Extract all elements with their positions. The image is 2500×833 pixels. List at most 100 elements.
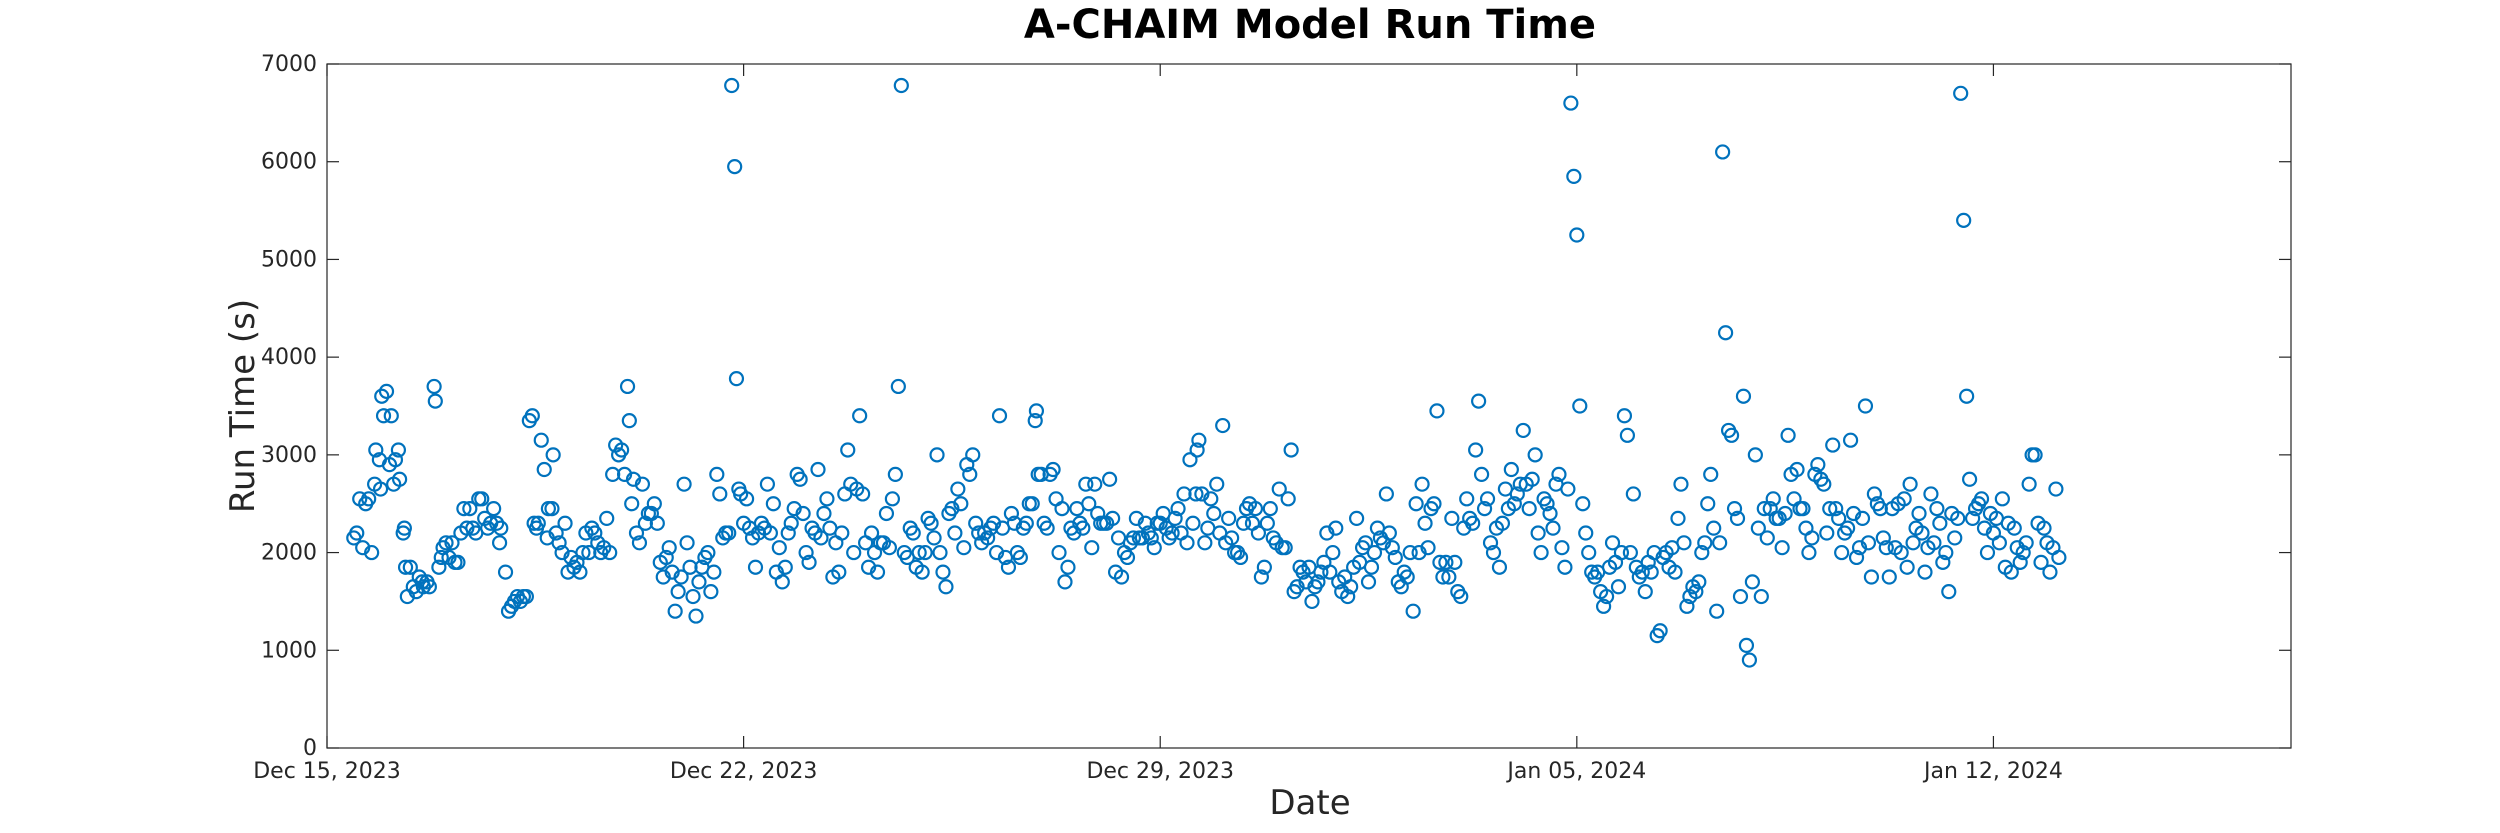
data-point bbox=[980, 530, 996, 546]
data-point bbox=[1929, 501, 1945, 517]
data-point bbox=[1054, 501, 1070, 517]
data-point bbox=[679, 535, 695, 551]
data-point bbox=[1896, 491, 1912, 507]
data-point bbox=[433, 549, 449, 566]
data-point bbox=[1902, 476, 1918, 492]
data-point bbox=[1453, 588, 1469, 605]
data-point bbox=[765, 496, 781, 512]
data-point bbox=[1051, 544, 1067, 561]
data-point bbox=[1557, 559, 1573, 575]
data-point bbox=[533, 432, 549, 448]
data-point bbox=[738, 491, 755, 507]
data-point bbox=[1343, 579, 1359, 595]
data-point bbox=[1947, 530, 1963, 546]
data-point bbox=[676, 476, 692, 492]
data-point bbox=[551, 535, 567, 551]
data-point bbox=[1619, 427, 1636, 443]
data-point bbox=[1973, 491, 1990, 507]
chart-title: A-CHAIM Model Run Time bbox=[1024, 2, 1596, 48]
data-point bbox=[646, 496, 662, 512]
data-point bbox=[917, 544, 933, 561]
data-point bbox=[1473, 466, 1490, 482]
data-point bbox=[545, 447, 561, 463]
data-point bbox=[524, 408, 540, 424]
data-point bbox=[1935, 554, 1951, 570]
data-point bbox=[1860, 535, 1877, 551]
data-point bbox=[1959, 388, 1975, 404]
data-point bbox=[1426, 496, 1442, 512]
data-point bbox=[1232, 549, 1249, 566]
data-point bbox=[1459, 491, 1475, 507]
data-point bbox=[968, 515, 984, 531]
data-point bbox=[372, 481, 389, 497]
data-point bbox=[383, 408, 399, 424]
data-point bbox=[462, 501, 478, 517]
data-point bbox=[991, 408, 1008, 424]
data-point bbox=[1471, 393, 1487, 409]
data-point bbox=[911, 544, 927, 561]
data-point bbox=[1738, 637, 1755, 654]
data-point bbox=[1143, 530, 1159, 546]
data-point bbox=[953, 496, 969, 512]
data-point bbox=[1429, 403, 1445, 419]
data-point bbox=[1750, 520, 1766, 536]
data-point bbox=[1024, 496, 1040, 512]
data-point bbox=[1709, 603, 1725, 619]
data-point bbox=[361, 491, 377, 507]
data-point bbox=[1506, 496, 1522, 512]
data-point bbox=[962, 466, 978, 482]
data-point bbox=[956, 540, 972, 556]
data-point bbox=[1476, 501, 1493, 517]
data-point bbox=[619, 378, 636, 395]
data-point bbox=[1598, 588, 1615, 605]
data-point bbox=[1384, 540, 1400, 556]
data-point bbox=[670, 584, 686, 600]
data-point bbox=[1313, 564, 1329, 580]
data-point bbox=[497, 564, 514, 580]
data-point bbox=[1729, 510, 1746, 526]
data-point bbox=[923, 515, 939, 531]
data-point bbox=[1185, 515, 1201, 531]
data-point bbox=[427, 393, 443, 409]
data-point bbox=[1191, 432, 1207, 448]
data-point bbox=[1521, 501, 1537, 517]
data-point bbox=[1694, 544, 1710, 561]
y-tick-label: 1000 bbox=[261, 638, 317, 663]
data-point bbox=[1060, 559, 1076, 575]
data-point bbox=[613, 442, 630, 458]
data-point bbox=[649, 515, 665, 531]
data-point bbox=[777, 559, 793, 575]
data-point bbox=[1842, 432, 1859, 448]
data-point bbox=[1179, 535, 1195, 551]
data-point bbox=[1102, 471, 1118, 487]
data-point bbox=[1164, 525, 1180, 541]
data-point bbox=[1304, 593, 1320, 610]
data-point bbox=[1283, 442, 1299, 458]
data-point bbox=[1765, 491, 1781, 507]
data-point bbox=[810, 461, 826, 478]
data-point bbox=[1539, 496, 1555, 512]
data-point bbox=[1756, 501, 1772, 517]
x-tick-label: Dec 29, 2023 bbox=[1086, 759, 1234, 784]
data-point bbox=[691, 574, 707, 590]
data-point bbox=[1378, 486, 1394, 502]
data-point bbox=[1057, 574, 1073, 590]
data-point bbox=[599, 510, 615, 526]
data-point bbox=[884, 491, 900, 507]
y-axis: 0 1000 2000 3000 4000 5000 6000 7000 bbox=[261, 52, 2291, 761]
data-point bbox=[1575, 496, 1591, 512]
y-tick-label: 5000 bbox=[261, 247, 317, 272]
data-point bbox=[628, 525, 645, 541]
data-point bbox=[1340, 588, 1356, 605]
data-point bbox=[1819, 525, 1835, 541]
data-point bbox=[2012, 554, 2028, 570]
data-point bbox=[1146, 540, 1162, 556]
data-point bbox=[1744, 574, 1760, 590]
data-point bbox=[1899, 559, 1915, 575]
data-point bbox=[780, 525, 796, 541]
y-axis-label: Run Time (s) bbox=[223, 299, 263, 513]
data-point bbox=[1560, 481, 1576, 497]
data-point bbox=[1926, 535, 1942, 551]
data-point bbox=[1119, 549, 1136, 566]
data-point bbox=[1280, 491, 1296, 507]
